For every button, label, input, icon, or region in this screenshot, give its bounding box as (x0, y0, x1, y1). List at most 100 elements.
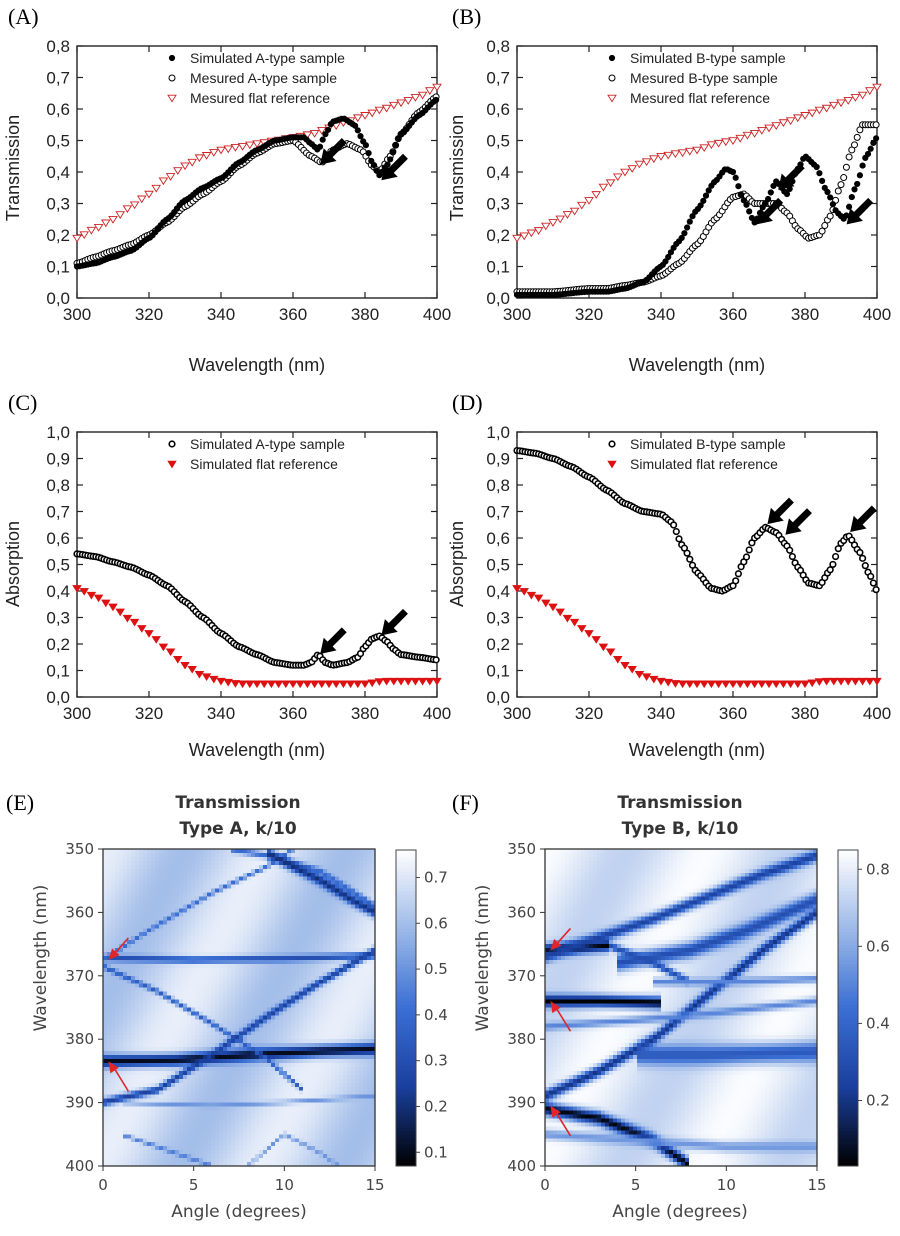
heatmap-cell (179, 1007, 184, 1013)
heatmap-cell (291, 1043, 296, 1048)
panel-b-y-axis-label: Transmission (447, 115, 467, 221)
heatmap-cell (255, 1007, 260, 1013)
heatmap-cell (223, 1031, 228, 1036)
heatmap-cell (219, 872, 224, 878)
heatmap-cell (163, 900, 168, 906)
heatmap-cell (347, 1007, 352, 1013)
heatmap-cell (347, 868, 352, 874)
heatmap-cell (215, 908, 220, 913)
heatmap-cell (167, 1027, 172, 1032)
heatmap-cell (203, 900, 208, 906)
heatmap-cell (175, 979, 180, 985)
y-tick-label: 0,4 (486, 582, 510, 601)
heatmap-cell (259, 1011, 264, 1017)
heatmap-cell (275, 849, 280, 854)
heatmap-cell (343, 872, 348, 878)
heatmap-cell (107, 1003, 112, 1009)
heatmap-cell (179, 888, 184, 894)
heatmap-cell (251, 1059, 256, 1064)
heatmap-cell (191, 880, 196, 886)
heatmap-cell (311, 856, 316, 862)
heatmap-cell (111, 872, 116, 878)
heatmap-cell (143, 904, 148, 910)
heatmap-cell (179, 940, 184, 945)
heatmap-cell (227, 924, 232, 929)
heatmap-cell (167, 912, 172, 917)
heatmap-cell (363, 987, 368, 993)
heatmap-cell (171, 932, 176, 937)
heatmap-cell (267, 983, 272, 989)
heatmap-cell (187, 916, 192, 921)
heatmap-cell (203, 880, 208, 886)
heatmap-cell (219, 932, 224, 937)
heatmap-cell (183, 936, 188, 941)
heatmap-cell (367, 892, 372, 898)
heatmap-cell (199, 936, 204, 941)
heatmap-cell (187, 963, 192, 969)
heatmap-cell (335, 924, 340, 929)
heatmap-cell (119, 1059, 124, 1064)
heatmap-cell (323, 1035, 328, 1040)
data-point (144, 190, 154, 199)
heatmap-cell (235, 908, 240, 913)
heatmap-cell (167, 1003, 172, 1009)
heatmap-cell (299, 979, 304, 985)
heatmap-cell (183, 1011, 188, 1017)
heatmap-cell (203, 1011, 208, 1017)
heatmap-cell (175, 856, 180, 862)
heatmap-cell (359, 852, 364, 858)
data-point (79, 231, 90, 240)
heatmap-cell (259, 1019, 264, 1024)
heatmap-cell (191, 959, 196, 965)
heatmap-cell (339, 884, 344, 890)
heatmap-cell (187, 876, 192, 882)
heatmap-cell (335, 916, 340, 921)
heatmap-cell (255, 880, 260, 886)
heatmap-cell (327, 952, 332, 957)
heatmap-cell (215, 864, 220, 870)
heatmap-cell (143, 880, 148, 886)
heatmap-cell (355, 1043, 360, 1048)
heatmap-cell (219, 1043, 224, 1048)
heatmap-cell (327, 849, 332, 854)
heatmap-cell (255, 987, 260, 993)
heatmap-cell (143, 908, 148, 913)
heatmap-cell (135, 932, 140, 937)
heatmap-cell (355, 876, 360, 882)
heatmap-cell (259, 884, 264, 890)
data-point (432, 656, 440, 664)
data-point (756, 127, 767, 135)
heatmap-cell (239, 971, 244, 977)
heatmap-cell (143, 852, 148, 858)
heatmap-cell (263, 979, 268, 985)
heatmap-cell (139, 860, 144, 866)
heatmap-cell (271, 1007, 276, 1013)
heatmap-cell (323, 852, 328, 858)
heatmap-cell (191, 852, 196, 858)
heatmap-cell (211, 1059, 216, 1064)
heatmap-cell (335, 991, 340, 997)
heatmap-cell (271, 936, 276, 941)
heatmap-cell (199, 995, 204, 1001)
data-point (374, 678, 385, 686)
heatmap-cell (139, 1055, 144, 1060)
heatmap-cell (135, 967, 140, 973)
heatmap-cell (211, 995, 216, 1001)
heatmap-cell (203, 940, 208, 945)
heatmap-cell (131, 932, 136, 937)
heatmap-cell (195, 884, 200, 890)
heatmap-cell (267, 1027, 272, 1032)
heatmap-cell (199, 920, 204, 925)
heatmap-cell (167, 999, 172, 1005)
y-tick-label: 0,8 (486, 476, 510, 495)
heatmap-cell (363, 916, 368, 921)
heatmap-cell (167, 1035, 172, 1040)
heatmap-cell (235, 1007, 240, 1013)
heatmap-cell (123, 948, 128, 953)
heatmap-cell (139, 896, 144, 902)
heatmap-cell (235, 864, 240, 870)
heatmap-cell (123, 849, 128, 854)
heatmap-cell (175, 1047, 180, 1052)
heatmap-cell (195, 952, 200, 957)
